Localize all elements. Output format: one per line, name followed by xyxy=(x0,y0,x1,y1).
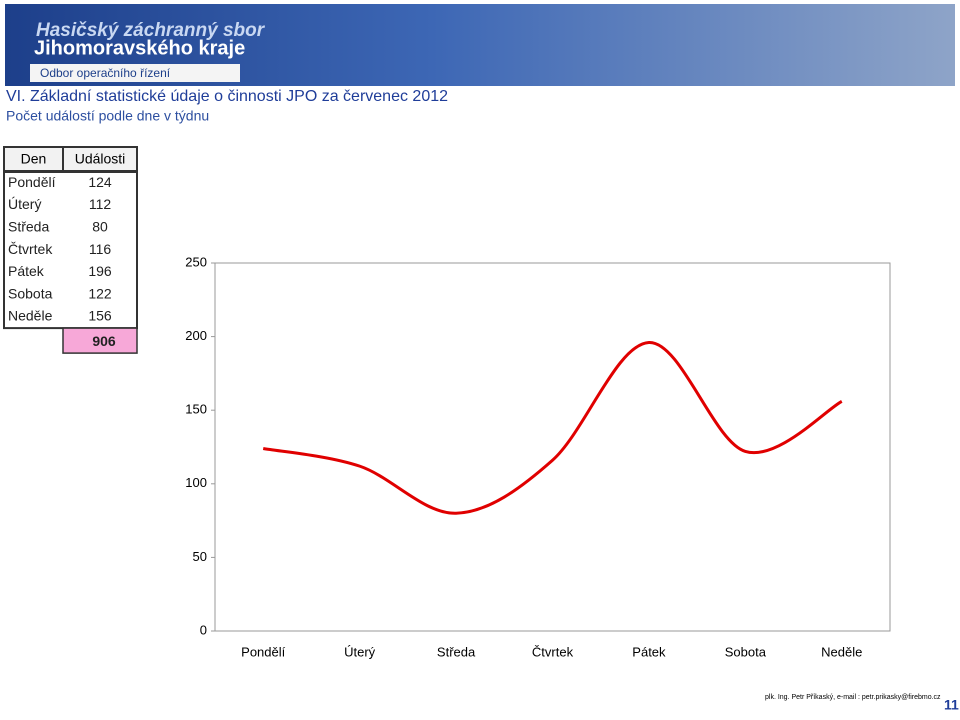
slide-subtitle: Počet událostí podle dne v týdnu xyxy=(6,108,209,124)
org-name: Hasičský záchranný sbor xyxy=(36,20,266,41)
table-cell-day: Sobota xyxy=(8,285,53,301)
table-header-bg xyxy=(3,146,138,172)
table-cell-day: Pondělí xyxy=(8,174,56,190)
footer-author: plk. Ing. Petr Příkaský, e-mail : petr.p… xyxy=(765,694,941,701)
x-tick-label: Sobota xyxy=(725,644,767,659)
table-cell-count: 196 xyxy=(88,263,112,279)
x-tick-label: Úterý xyxy=(344,644,376,659)
slide-title: VI. Základní statistické údaje o činnost… xyxy=(6,88,448,105)
page-number: 11 xyxy=(944,697,959,713)
y-tick-label: 100 xyxy=(185,475,207,490)
x-tick-label: Pondělí xyxy=(241,644,285,659)
x-tick-label: Čtvrtek xyxy=(532,644,574,659)
banner-strip xyxy=(30,64,240,82)
table-cell-count: 80 xyxy=(92,218,108,234)
table-cell-count: 124 xyxy=(88,174,112,190)
table-cell-count: 116 xyxy=(89,241,112,257)
table-total: 906 xyxy=(92,333,116,349)
table-cell-day: Úterý xyxy=(8,196,41,212)
y-tick-label: 150 xyxy=(185,402,207,417)
table-cell-count: 112 xyxy=(89,196,112,212)
table-cell-day: Čtvrtek xyxy=(8,241,53,257)
x-tick-label: Středa xyxy=(437,644,476,659)
y-tick-label: 250 xyxy=(185,254,207,269)
table-cell-count: 122 xyxy=(88,285,112,301)
plot-area xyxy=(214,262,891,632)
x-tick-label: Neděle xyxy=(821,644,862,659)
data-line xyxy=(262,340,843,515)
y-tick-label: 0 xyxy=(200,622,207,637)
table-cell-day: Středa xyxy=(8,218,49,234)
org-region: Jihomoravského kraje xyxy=(34,37,245,59)
table-header: Den xyxy=(21,151,47,167)
table-cell-day: Pátek xyxy=(8,263,45,279)
y-tick-label: 200 xyxy=(185,328,207,343)
org-dept: Odbor operačního řízení xyxy=(40,66,171,80)
table-cell-day: Neděle xyxy=(8,308,53,324)
table-total-bg xyxy=(62,327,138,354)
x-tick-label: Pátek xyxy=(632,644,666,659)
table-cell-count: 156 xyxy=(88,308,112,324)
y-tick-label: 50 xyxy=(193,549,207,564)
table-header: Události xyxy=(75,151,126,167)
